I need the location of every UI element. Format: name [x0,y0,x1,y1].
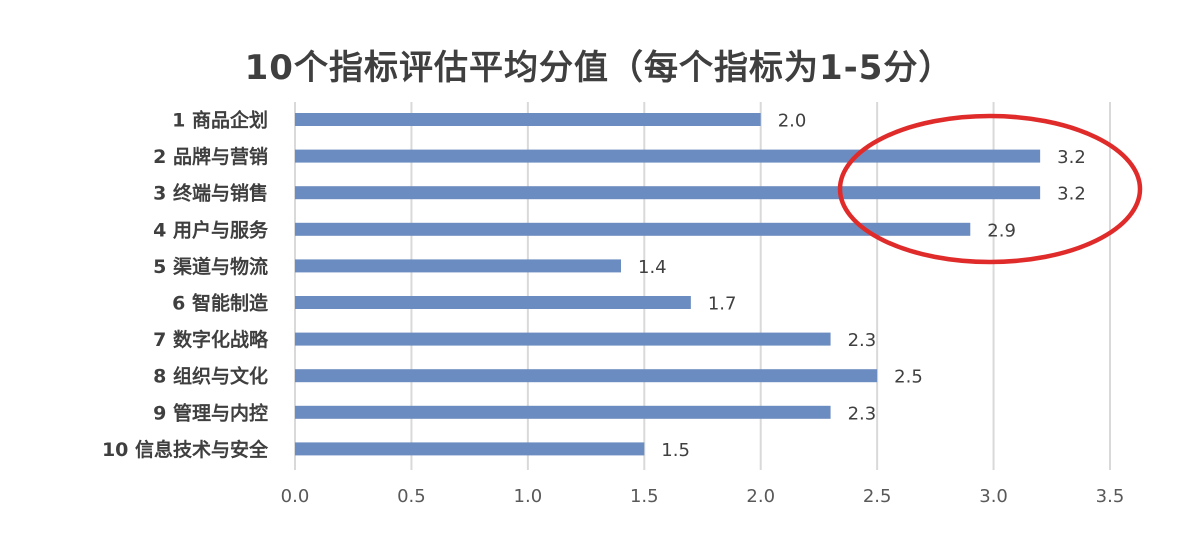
data-label: 2.9 [987,220,1016,241]
category-label: 4 用户与服务 [153,218,269,241]
x-tick-label: 0.5 [397,486,426,507]
category-label: 1 商品企划 [172,109,268,132]
x-tick-label: 2.0 [746,486,775,507]
category-label: 5 渠道与物流 [153,255,268,278]
data-label: 2.3 [848,403,877,424]
data-label: 1.7 [708,294,737,315]
grid-lines [294,102,1111,470]
category-label: 3 终端与销售 [153,182,268,205]
bar [295,186,1041,200]
category-label: 2 品牌与营销 [153,145,268,168]
x-axis-ticks: 0.0 0.5 1.0 1.5 2.0 2.5 3.0 3.5 [281,486,1125,507]
x-tick-label: 0.0 [281,486,310,507]
data-label: 3.2 [1057,147,1086,168]
data-label: 2.0 [778,111,807,132]
category-label: 9 管理与内控 [153,401,268,424]
x-tick-label: 3.5 [1096,486,1125,507]
bar [295,222,971,236]
bar [295,296,691,309]
x-tick-label: 1.0 [514,486,543,507]
highlight-ellipse [837,113,1143,265]
category-label: 8 组织与文化 [153,365,268,388]
bars [295,113,1041,456]
x-tick-label: 3.0 [979,486,1008,507]
category-labels: 1 商品企划 2 品牌与营销 3 终端与销售 4 用户与服务 5 渠道与物流 6 智能制造… [102,109,269,461]
bar [295,442,645,456]
data-label: 3.2 [1057,184,1086,205]
value-labels: 2.0 3.2 3.2 2.9 1.4 1.7 2.3 2.5 2.3 1.5 [638,111,1086,461]
x-tick-label: 2.5 [863,486,892,507]
chart-title: 10个指标评估平均分值（每个指标为1-5分） [244,48,954,88]
category-label: 10 信息技术与安全 [102,438,269,461]
bar [295,405,831,419]
x-tick-label: 1.5 [630,486,659,507]
bar [295,259,621,273]
bar [295,332,831,346]
data-label: 2.3 [848,330,877,351]
category-label: 7 数字化战略 [153,328,269,351]
data-label: 1.5 [661,440,690,461]
bar [295,149,1041,163]
data-label: 2.5 [894,367,923,388]
bar [295,369,878,383]
annotation-layer [837,113,1143,265]
data-label: 1.4 [638,257,667,278]
category-label: 6 智能制造 [172,292,269,315]
bar [295,113,761,126]
